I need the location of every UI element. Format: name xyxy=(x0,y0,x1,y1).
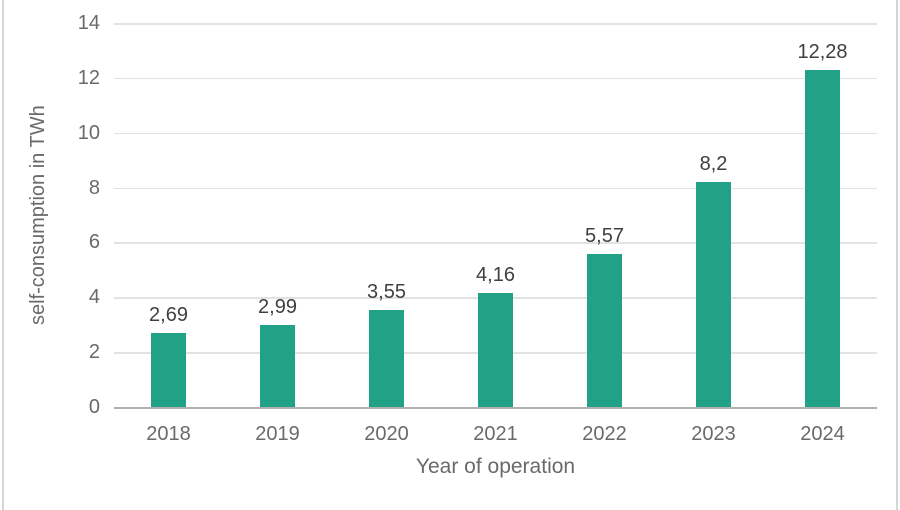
gridline xyxy=(114,242,877,244)
y-tick-label: 2 xyxy=(88,341,100,364)
y-tick-label: 0 xyxy=(88,396,100,418)
bar-value-label: 8,2 xyxy=(699,153,728,176)
bar-2022 xyxy=(587,254,622,407)
bar-2024 xyxy=(805,70,840,407)
bar-value-label: 3,55 xyxy=(367,280,406,303)
x-tick-label: 2019 xyxy=(255,423,300,445)
bar-value-label: 4,16 xyxy=(476,263,515,286)
bar-2021 xyxy=(478,292,513,407)
x-axis-line xyxy=(114,407,877,409)
y-tick-label: 8 xyxy=(88,176,100,199)
y-tick-label: 6 xyxy=(88,231,100,254)
bar-value-label: 5,57 xyxy=(585,225,624,248)
bar-value-label: 2,69 xyxy=(149,304,188,327)
y-tick-label: 4 xyxy=(88,286,100,309)
gridline xyxy=(114,77,877,80)
bar-chart: self-consumption in TWh 0 2 4 6 8 10 12 14 2,69… xyxy=(4,0,896,510)
bar-value-label: 12,28 xyxy=(797,41,848,64)
bar-2018 xyxy=(151,333,186,407)
gridline xyxy=(114,23,877,25)
x-axis-title: Year of operation xyxy=(415,455,576,478)
x-tick-label: 2021 xyxy=(473,423,518,445)
bar-2020 xyxy=(369,309,404,407)
y-tick-label: 14 xyxy=(77,12,100,34)
bar-value-label: 2,99 xyxy=(258,295,297,318)
x-tick-label: 2024 xyxy=(800,423,845,445)
bar-2023 xyxy=(696,182,731,407)
x-tick-label: 2023 xyxy=(691,423,736,445)
x-tick-label: 2020 xyxy=(364,423,409,445)
bar-2019 xyxy=(260,324,295,407)
x-tick-label: 2022 xyxy=(582,423,627,445)
gridline xyxy=(114,187,877,190)
x-tick-label: 2018 xyxy=(146,423,191,445)
y-tick-label: 10 xyxy=(77,121,100,144)
y-tick-label: 12 xyxy=(77,66,100,89)
gridline xyxy=(114,132,877,135)
